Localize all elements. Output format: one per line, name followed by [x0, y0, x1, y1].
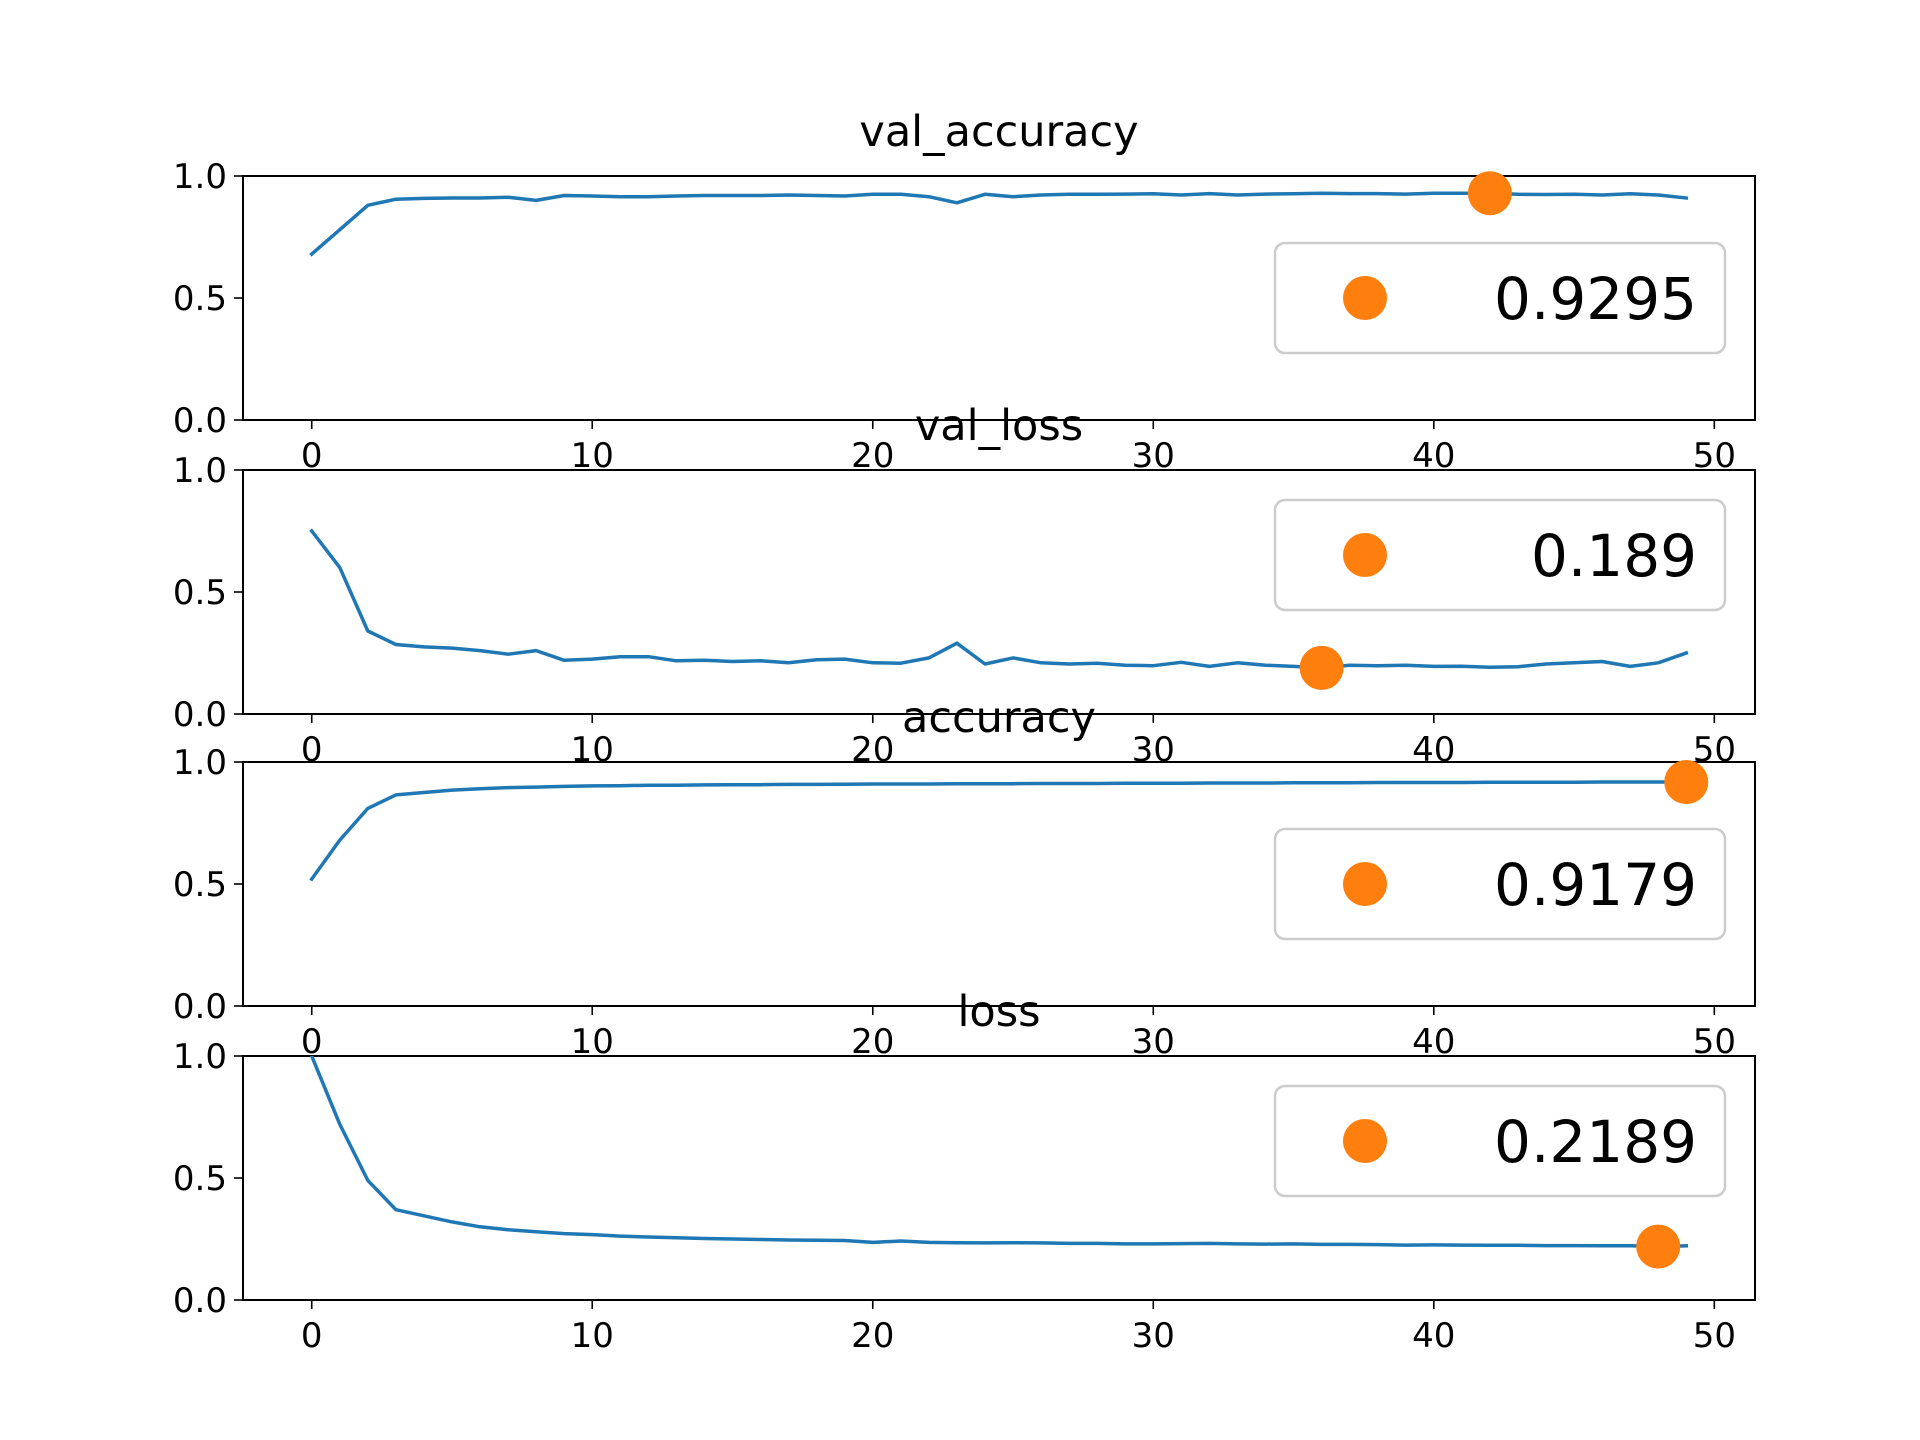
- best-value-marker: [1299, 645, 1344, 690]
- subplot-loss: loss 0 10 20 30 40 50 0.0 0.5 1.0 0.2189: [173, 987, 1756, 1356]
- series-line: [309, 191, 1689, 257]
- subplot-title: val_accuracy: [859, 107, 1138, 157]
- best-value-marker: [1467, 171, 1512, 216]
- y-tick-label: 1.0: [173, 1037, 227, 1077]
- legend-label: 0.9295: [1494, 265, 1697, 333]
- subplot-val-loss: val_loss 0 10 20 30 40 50 0.0 0.5 1.0 0.189: [173, 401, 1756, 770]
- y-tick-label: 0.5: [173, 573, 227, 613]
- legend-box: [1273, 827, 1727, 941]
- y-tick-label: 0.0: [173, 695, 227, 735]
- x-tick-label: 0: [301, 730, 323, 770]
- x-tick-label: 40: [1412, 1316, 1455, 1356]
- x-tick-label: 30: [1132, 1316, 1175, 1356]
- y-tick-label: 0.0: [173, 401, 227, 441]
- legend-box: [1273, 1084, 1727, 1198]
- legend-label: 0.2189: [1494, 1108, 1697, 1176]
- subplot-title: accuracy: [902, 693, 1096, 743]
- series-line: [309, 528, 1689, 670]
- x-tick-label: 20: [851, 1316, 894, 1356]
- y-tick-label: 1.0: [173, 451, 227, 491]
- legend-marker: [1343, 1119, 1387, 1163]
- x-tick-label: 40: [1412, 730, 1455, 770]
- y-tick-label: 0.5: [173, 279, 227, 319]
- x-tick-label: 0: [301, 1022, 323, 1062]
- x-tick-label: 50: [1693, 1316, 1736, 1356]
- subplot-accuracy: accuracy 0 10 20 30 40 50 0.0 0.5 1.0 0.9179: [173, 693, 1756, 1062]
- y-tick-label: 0.5: [173, 865, 227, 905]
- x-tick-label: 20: [851, 730, 894, 770]
- legend-marker: [1343, 862, 1387, 906]
- x-tick-label: 10: [571, 730, 614, 770]
- legend-label: 0.189: [1531, 522, 1697, 590]
- subplot-title: val_loss: [915, 401, 1083, 451]
- x-tick-label: 30: [1132, 730, 1175, 770]
- legend-box: [1273, 498, 1727, 612]
- legend-marker: [1343, 533, 1387, 577]
- subplot-title: loss: [957, 987, 1040, 1037]
- y-tick-label: 0.0: [173, 1281, 227, 1321]
- best-value-marker: [1636, 1224, 1681, 1269]
- legend-marker: [1343, 276, 1387, 320]
- y-tick-label: 1.0: [173, 157, 227, 197]
- y-tick-label: 1.0: [173, 743, 227, 783]
- y-tick-label: 0.0: [173, 987, 227, 1027]
- x-tick-label: 0: [301, 436, 323, 476]
- x-tick-label: 10: [571, 1316, 614, 1356]
- series-line: [309, 1056, 1689, 1249]
- x-tick-label: 50: [1693, 730, 1736, 770]
- legend-box: [1273, 241, 1727, 355]
- x-tick-label: 0: [301, 1316, 323, 1356]
- legend-label: 0.9179: [1494, 851, 1697, 919]
- series-line: [309, 780, 1689, 882]
- best-value-marker: [1664, 760, 1709, 805]
- y-tick-label: 0.5: [173, 1159, 227, 1199]
